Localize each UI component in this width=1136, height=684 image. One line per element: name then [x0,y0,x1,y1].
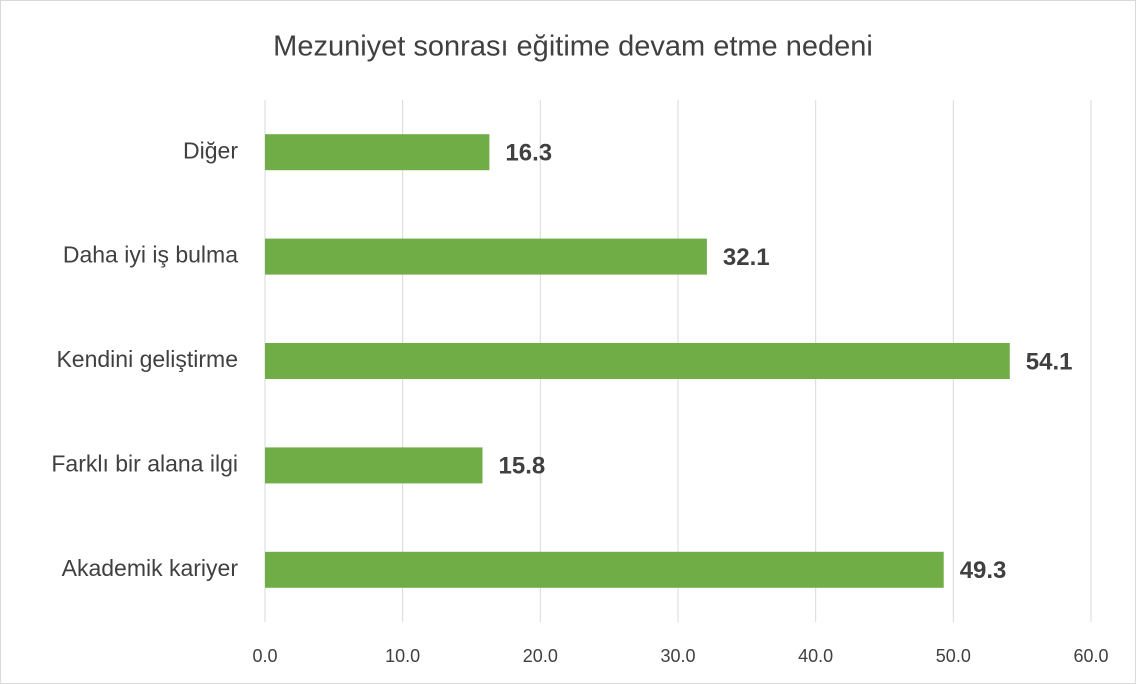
x-tick-label: 50.0 [936,646,971,666]
x-tick-label: 40.0 [798,646,833,666]
value-label: 15.8 [499,453,546,480]
y-tick-label: Farklı bir alana ilgi [51,450,238,476]
x-tick-label: 60.0 [1073,646,1108,666]
x-tick-label: 0.0 [252,646,277,666]
x-tick-label: 20.0 [523,646,558,666]
bar [265,551,944,588]
x-tick-label: 30.0 [660,646,695,666]
chart-title: Mezuniyet sonrası eğitime devam etme ned… [273,31,873,63]
x-tick-label: 10.0 [385,646,420,666]
bar [265,134,490,171]
y-tick-label: Kendini geliştirme [56,346,238,372]
bar [265,343,1010,379]
value-label: 49.3 [960,557,1007,584]
value-label: 16.3 [505,140,552,167]
bar [265,447,483,484]
bar [265,238,707,275]
value-label: 54.1 [1026,348,1073,375]
y-tick-label: Akademik kariyer [62,555,239,581]
y-tick-label: Diğer [183,137,238,163]
y-tick-label: Daha iyi iş bulma [63,242,238,268]
value-label: 32.1 [723,244,770,271]
